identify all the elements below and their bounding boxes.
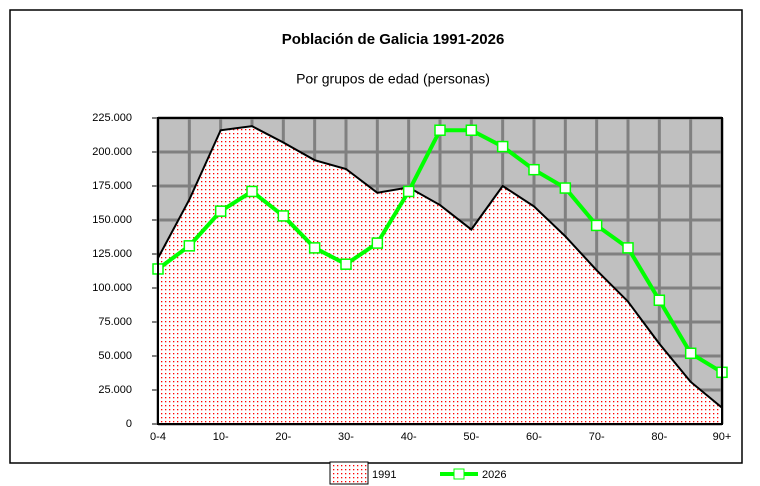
marker [496,140,509,153]
y-tick-label: 50.000 [98,350,132,362]
x-tick-label: 60- [526,431,542,443]
x-tick-label: 50- [463,431,479,443]
marker [622,242,634,254]
x-tick-label: 10- [213,431,229,443]
x-tick-label: 90+ [713,431,732,443]
marker [559,182,572,194]
marker [214,205,227,217]
marker [371,237,384,249]
y-tick-label: 175.000 [92,180,132,192]
y-tick-label: 0 [126,418,132,430]
marker [653,294,666,306]
x-tick-label: 40- [401,431,417,443]
marker [465,124,478,136]
x-tick-label: 80- [651,431,667,443]
y-tick-label: 225.000 [92,112,132,124]
legend-swatch [329,461,369,485]
marker [434,124,446,136]
marker [528,163,540,176]
marker [183,240,196,252]
y-tick-label: 200.000 [92,146,132,158]
y-tick-label: 100.000 [92,282,132,294]
marker [684,347,697,360]
plot-border [157,117,723,425]
chart-title: Población de Galicia 1991-2026 [282,31,505,48]
x-tick-label: 30- [338,431,354,443]
y-tick-label: 125.000 [92,248,132,260]
x-tick-label: 0-4 [150,431,166,443]
area-outline [157,125,723,424]
area [158,126,722,424]
y-tick-label: 75.000 [98,316,132,328]
x-tick-label: 70- [589,431,605,443]
y-tick-label: 25.000 [98,384,132,396]
marker [402,185,415,198]
marker [246,185,258,198]
marker [308,242,321,254]
x-tick-label: 20- [275,431,291,443]
marker [340,258,352,270]
marker [277,210,290,222]
marker [590,219,603,232]
legend-label: 2026 [482,469,506,481]
legend-marker [453,468,465,480]
y-tick-label: 150.000 [92,214,132,226]
legend-label: 1991 [372,469,396,481]
chart-subtitle: Por grupos de edad (personas) [296,71,490,87]
